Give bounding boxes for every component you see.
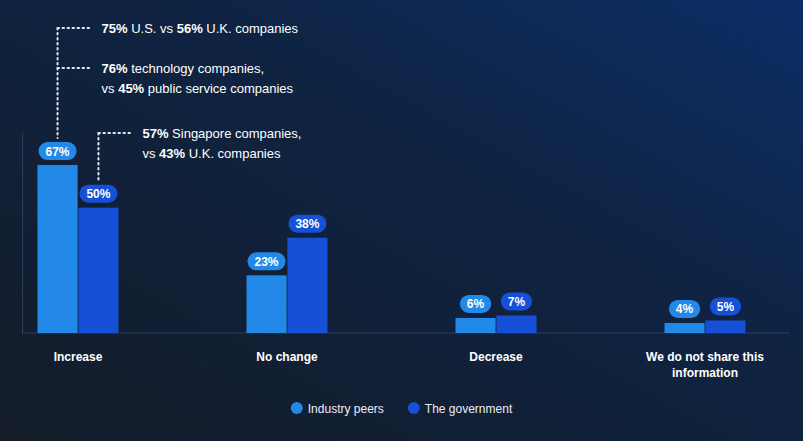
- data-label-text: 6%: [467, 297, 485, 311]
- bar: [705, 320, 745, 333]
- data-label: 6%: [460, 295, 491, 313]
- y-axis-domain: [22, 133, 23, 334]
- data-label-text: 5%: [717, 300, 735, 314]
- legend-label: Industry peers: [308, 402, 384, 416]
- annotation-connector: [57, 28, 59, 138]
- legend-label: The government: [425, 402, 513, 416]
- data-label: 4%: [669, 300, 700, 318]
- annotations: 75% U.S. vs 56% U.K. companies 76% techno…: [58, 21, 302, 181]
- x-tick-label: No change: [256, 350, 318, 364]
- legend-item: Industry peers: [291, 402, 384, 416]
- data-label-text: 67%: [46, 145, 70, 159]
- data-label-text: 4%: [676, 302, 694, 316]
- bars: [38, 165, 746, 333]
- data-labels: 67% 23% 6% 4% 50% 38% 7% 5%: [39, 142, 742, 318]
- bar: [287, 238, 327, 333]
- data-label-pill: [460, 295, 491, 313]
- background: [0, 0, 803, 441]
- data-label-text: 38%: [295, 217, 319, 231]
- annotation: 57% Singapore companies, vs 43% U.K. comp…: [142, 126, 301, 161]
- data-label-pill: [501, 292, 532, 310]
- x-axis-labels: Increase No change Decrease We do not share…: [54, 350, 765, 380]
- annotation-connector: [58, 27, 93, 29]
- legend-item: The government: [408, 402, 513, 416]
- chart: 67% 23% 6% 4% 50% 38% 7% 5% Increase No change Dec…: [0, 0, 803, 441]
- x-tick-label: We do not share thisinformation: [646, 350, 764, 380]
- annotation: 75% U.S. vs 56% U.K. companies: [102, 21, 299, 36]
- annotation-line: 75% U.S. vs 56% U.K. companies: [102, 21, 299, 36]
- data-label-text: 7%: [508, 295, 526, 309]
- bar: [78, 208, 118, 333]
- bar: [456, 318, 496, 333]
- annotation-line: vs 43% U.K. companies: [142, 146, 281, 161]
- data-label-text: 23%: [255, 255, 279, 269]
- annotation-connector: [58, 67, 93, 69]
- annotation-connector: [97, 133, 99, 181]
- annotation-connector: [98, 132, 133, 134]
- legend-swatch: [408, 402, 420, 414]
- bar: [38, 165, 78, 333]
- bar: [496, 315, 536, 333]
- data-label: 7%: [501, 292, 532, 310]
- data-label-pill: [669, 300, 700, 318]
- annotation: 76% technology companies, vs 45% public s…: [102, 61, 294, 96]
- x-tick-label: Increase: [54, 350, 103, 364]
- legend: Industry peers The government: [291, 402, 513, 416]
- annotation-line: vs 45% public service companies: [102, 81, 294, 96]
- annotation-line: 57% Singapore companies,: [142, 126, 301, 141]
- data-label-pill: [710, 297, 741, 315]
- data-label: 5%: [710, 297, 741, 315]
- data-label-pill: [39, 142, 77, 160]
- data-label-pill: [288, 215, 326, 233]
- annotation-line: 76% technology companies,: [102, 61, 265, 76]
- data-label: 38%: [288, 215, 326, 233]
- data-label-pill: [79, 185, 117, 203]
- legend-swatch: [291, 402, 303, 414]
- data-label-text: 50%: [86, 187, 110, 201]
- bar: [247, 275, 287, 333]
- data-label: 67%: [39, 142, 77, 160]
- y-axis: [22, 133, 24, 334]
- data-label-pill: [248, 252, 286, 270]
- x-tick-label: Decrease: [469, 350, 523, 364]
- data-label: 23%: [248, 252, 286, 270]
- bar: [665, 323, 705, 333]
- data-label: 50%: [79, 185, 117, 203]
